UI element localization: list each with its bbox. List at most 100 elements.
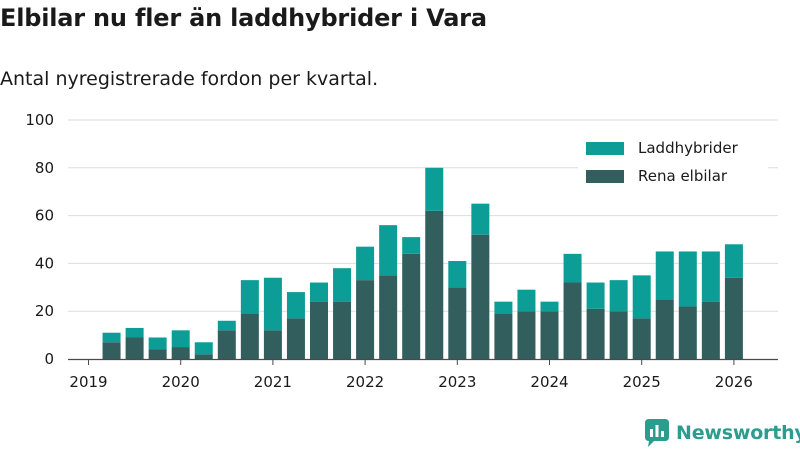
- bar-stack-2024-q2[interactable]: [563, 253, 582, 359]
- bar-laddhybrider-2026-q1[interactable]: [724, 244, 743, 278]
- bar-rena-elbilar-2023-q1[interactable]: [448, 287, 467, 359]
- bar-laddhybrider-2023-q3[interactable]: [494, 301, 513, 314]
- bar-stack-2020-q4[interactable]: [240, 280, 259, 359]
- bar-stack-2025-q2[interactable]: [655, 251, 674, 359]
- bar-laddhybrider-2021-q2[interactable]: [286, 292, 305, 319]
- bar-stack-2025-q1[interactable]: [632, 275, 651, 359]
- bar-rena-elbilar-2019-q2[interactable]: [102, 342, 121, 359]
- bar-stack-2022-q2[interactable]: [379, 225, 398, 359]
- bar-rena-elbilar-2024-q4[interactable]: [609, 311, 628, 359]
- bar-rena-elbilar-2025-q4[interactable]: [701, 301, 720, 359]
- bar-laddhybrider-2021-q3[interactable]: [310, 282, 328, 302]
- bar-laddhybrider-2019-q4[interactable]: [148, 337, 167, 350]
- bar-stack-2025-q4[interactable]: [701, 251, 720, 359]
- bar-rena-elbilar-2019-q3[interactable]: [125, 337, 144, 359]
- bar-laddhybrider-2024-q3[interactable]: [586, 282, 605, 309]
- bar-rena-elbilar-2020-q2[interactable]: [194, 354, 213, 359]
- bar-laddhybrider-2025-q2[interactable]: [655, 251, 674, 300]
- y-tick-label-60: 60: [35, 207, 54, 225]
- bar-rena-elbilar-2020-q4[interactable]: [240, 313, 259, 359]
- bar-stack-2023-q1[interactable]: [448, 261, 467, 359]
- bar-stack-2022-q3[interactable]: [402, 237, 421, 359]
- bar-stack-2019-q3[interactable]: [125, 327, 144, 359]
- x-tick-label-2023: 2023: [438, 373, 476, 391]
- bar-laddhybrider-2020-q3[interactable]: [217, 320, 236, 331]
- bar-rena-elbilar-2019-q4[interactable]: [148, 349, 167, 359]
- y-axis-ticks: 0 20 40 60 80 100: [25, 111, 54, 368]
- bar-laddhybrider-2023-q4[interactable]: [517, 289, 536, 312]
- bar-rena-elbilar-2021-q3[interactable]: [310, 301, 328, 359]
- bar-rena-elbilar-2022-q2[interactable]: [379, 275, 398, 359]
- bar-laddhybrider-2022-q2[interactable]: [379, 225, 398, 276]
- bar-stack-2022-q4[interactable]: [425, 167, 444, 359]
- bar-rena-elbilar-2024-q3[interactable]: [586, 308, 605, 359]
- chart-title: Elbilar nu fler än laddhybrider i Vara: [0, 4, 487, 32]
- bar-rena-elbilar-2021-q1[interactable]: [263, 330, 282, 359]
- bar-rena-elbilar-2026-q1[interactable]: [724, 277, 743, 359]
- bar-stack-2024-q4[interactable]: [609, 280, 628, 359]
- bar-laddhybrider-2024-q4[interactable]: [609, 280, 628, 312]
- bar-stack-2023-q2[interactable]: [471, 203, 490, 359]
- bar-laddhybrider-2020-q4[interactable]: [240, 280, 259, 314]
- x-tick-label-2026: 2026: [715, 373, 753, 391]
- bar-stack-2021-q3[interactable]: [310, 282, 328, 359]
- bar-rena-elbilar-2023-q3[interactable]: [494, 313, 513, 359]
- bar-laddhybrider-2021-q1[interactable]: [263, 277, 282, 331]
- x-tick-label-2025: 2025: [623, 373, 661, 391]
- bar-stack-2020-q1[interactable]: [171, 330, 190, 359]
- bar-stack-2020-q3[interactable]: [217, 320, 236, 359]
- bar-stack-2021-q4[interactable]: [333, 268, 352, 359]
- bar-laddhybrider-2025-q1[interactable]: [632, 275, 651, 319]
- legend-item-rena-elbilar[interactable]: Rena elbilar: [578, 162, 768, 190]
- bar-stack-2020-q2[interactable]: [194, 342, 213, 359]
- bar-rena-elbilar-2020-q1[interactable]: [171, 347, 190, 359]
- bar-stack-2023-q3[interactable]: [494, 301, 513, 359]
- x-tick-label-2022: 2022: [346, 373, 384, 391]
- bar-rena-elbilar-2024-q2[interactable]: [563, 282, 582, 359]
- bar-rena-elbilar-2020-q3[interactable]: [217, 330, 236, 359]
- bar-stack-2019-q2[interactable]: [102, 332, 121, 359]
- bar-laddhybrider-2022-q4[interactable]: [425, 167, 444, 211]
- legend-swatch-rena-elbilar: [586, 169, 624, 183]
- bar-stack-2021-q1[interactable]: [263, 277, 282, 359]
- bar-laddhybrider-2022-q3[interactable]: [402, 237, 421, 254]
- bar-laddhybrider-2023-q1[interactable]: [448, 261, 467, 288]
- bar-laddhybrider-2019-q2[interactable]: [102, 332, 121, 343]
- bar-stack-2021-q2[interactable]: [286, 292, 305, 359]
- bar-rena-elbilar-2025-q2[interactable]: [655, 299, 674, 359]
- bar-marks: [102, 167, 743, 359]
- bar-laddhybrider-2022-q1[interactable]: [356, 246, 375, 281]
- x-axis: 2019 2020 2021 2022 2023 2024 2025 2026: [68, 358, 778, 391]
- bar-rena-elbilar-2025-q1[interactable]: [632, 318, 651, 359]
- bar-laddhybrider-2023-q2[interactable]: [471, 203, 490, 235]
- bar-stack-2023-q4[interactable]: [517, 289, 536, 359]
- legend-item-laddhybrider[interactable]: Laddhybrider: [578, 134, 768, 162]
- bar-laddhybrider-2021-q4[interactable]: [333, 268, 352, 302]
- bar-laddhybrider-2019-q3[interactable]: [125, 327, 144, 338]
- y-tick-label-40: 40: [35, 254, 54, 272]
- bar-laddhybrider-2024-q1[interactable]: [540, 301, 559, 312]
- bar-laddhybrider-2020-q1[interactable]: [171, 330, 190, 348]
- bar-rena-elbilar-2021-q2[interactable]: [286, 318, 305, 359]
- bar-laddhybrider-2024-q2[interactable]: [563, 253, 582, 283]
- bar-stack-2022-q1[interactable]: [356, 246, 375, 359]
- bar-rena-elbilar-2022-q1[interactable]: [356, 280, 375, 359]
- bar-laddhybrider-2020-q2[interactable]: [194, 342, 213, 355]
- bar-rena-elbilar-2024-q1[interactable]: [540, 311, 559, 359]
- brand-logo[interactable]: Newsworthy: [645, 419, 800, 447]
- bar-stack-2025-q3[interactable]: [678, 251, 697, 359]
- bar-rena-elbilar-2021-q4[interactable]: [333, 301, 352, 359]
- bar-laddhybrider-2025-q3[interactable]: [678, 251, 697, 307]
- bar-laddhybrider-2025-q4[interactable]: [701, 251, 720, 302]
- bar-rena-elbilar-2023-q4[interactable]: [517, 311, 536, 359]
- chart-subtitle: Antal nyregistrerade fordon per kvartal.: [0, 68, 379, 90]
- bar-stack-2019-q4[interactable]: [148, 337, 167, 359]
- bar-rena-elbilar-2025-q3[interactable]: [678, 306, 697, 359]
- bar-stack-2024-q3[interactable]: [586, 282, 605, 359]
- bar-stack-2024-q1[interactable]: [540, 301, 559, 359]
- bar-rena-elbilar-2022-q4[interactable]: [425, 210, 444, 359]
- y-tick-label-0: 0: [44, 350, 54, 368]
- bar-rena-elbilar-2022-q3[interactable]: [402, 253, 421, 359]
- bar-stack-2026-q1[interactable]: [724, 244, 743, 359]
- bar-rena-elbilar-2023-q2[interactable]: [471, 234, 490, 359]
